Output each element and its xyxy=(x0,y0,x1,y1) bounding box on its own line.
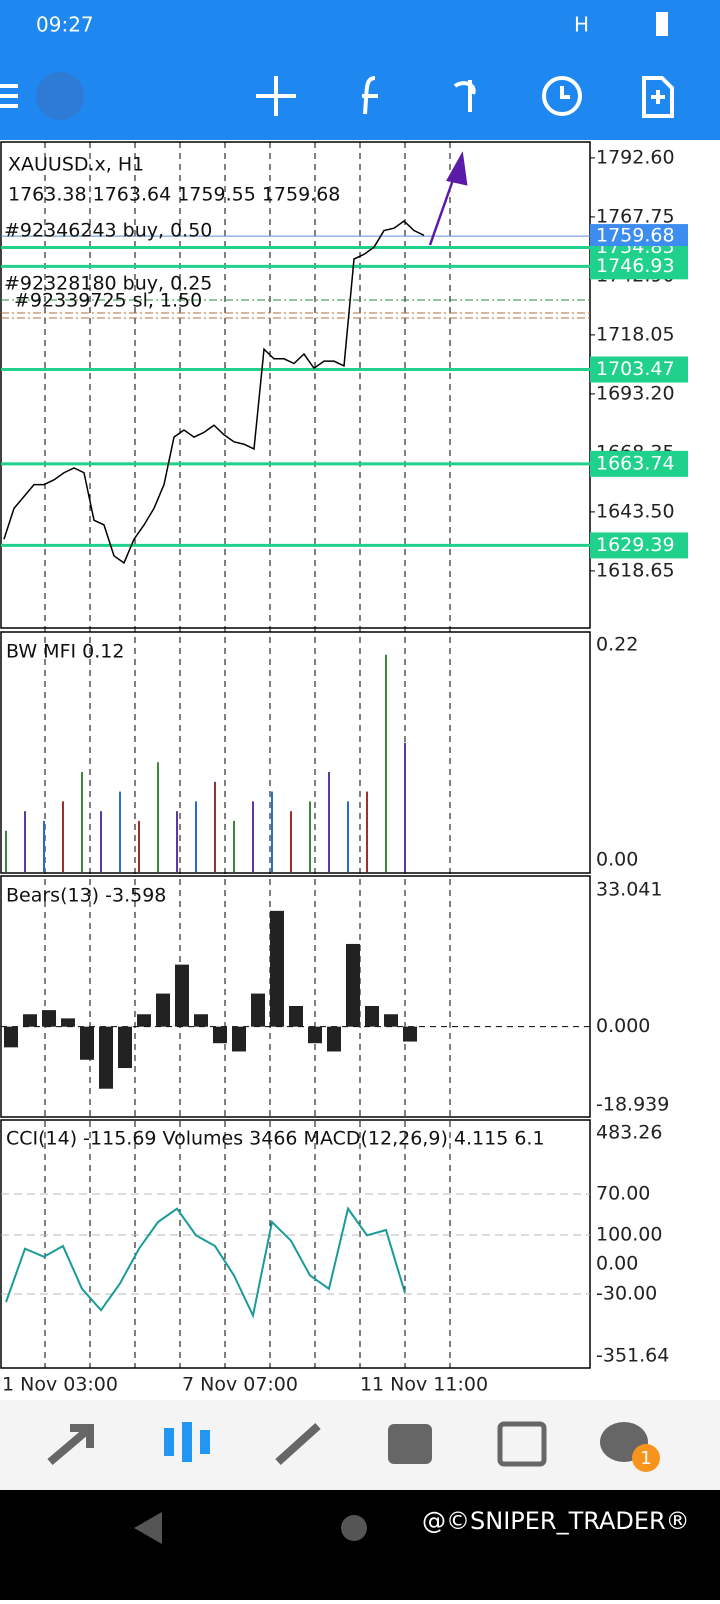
y-tick-label: 0.22 xyxy=(596,634,638,656)
timeframe-hand xyxy=(560,86,570,99)
y-tick-label: 1618.65 xyxy=(596,559,675,581)
bottom-nav xyxy=(0,1400,720,1490)
level-label: 1746.93 xyxy=(596,255,675,277)
bears-bar xyxy=(175,964,189,1027)
bears-label: Bears(13) -3.598 xyxy=(6,885,166,907)
pane xyxy=(0,1119,591,1369)
arrow xyxy=(428,151,468,246)
templates[interactable] xyxy=(642,76,674,118)
level-label: 1629.39 xyxy=(596,534,675,556)
symbol: XAUUSD.x, H1 xyxy=(8,154,144,176)
bears-bar xyxy=(308,1026,322,1044)
bears-bar xyxy=(365,1005,379,1027)
bears-bar xyxy=(99,1026,113,1089)
nav-chart-2 xyxy=(182,1422,192,1462)
y-tick-label: 0.00 xyxy=(596,1253,638,1275)
nav-news[interactable] xyxy=(497,1421,547,1467)
nav-chart[interactable] xyxy=(164,1428,174,1456)
bears-bar xyxy=(213,1026,227,1044)
bears-bar xyxy=(4,1026,18,1048)
bears-bar xyxy=(80,1026,94,1060)
nav-icons: 1 xyxy=(47,1421,660,1472)
level-box xyxy=(590,356,688,383)
bears-bar xyxy=(251,993,265,1027)
indicators[interactable] xyxy=(362,76,378,115)
y-tick-label: 70.00 xyxy=(596,1183,650,1205)
x-tick-label: 1 Nov 03:00 xyxy=(2,1374,118,1396)
y-tick-label: -351.64 xyxy=(596,1345,669,1367)
level-box xyxy=(590,532,688,559)
pane xyxy=(0,631,591,874)
y-tick-label: 1718.05 xyxy=(596,323,675,345)
back[interactable] xyxy=(134,1512,162,1544)
network: H xyxy=(574,13,589,37)
chart: 1792.601767.751742.901718.051693.201668.… xyxy=(0,141,688,1396)
order-label: #92346243 buy, 0.50 xyxy=(4,220,212,242)
bears-bar xyxy=(327,1026,341,1052)
bears-bar xyxy=(403,1026,417,1042)
logo[interactable] xyxy=(36,72,84,120)
crosshair[interactable] xyxy=(256,76,296,116)
watermark: @©SNIPER_TRADER® xyxy=(422,1507,690,1535)
header xyxy=(0,0,720,140)
badge xyxy=(632,1444,660,1472)
bears-bar xyxy=(137,1014,151,1027)
bears-bar xyxy=(232,1026,246,1052)
current-price-box xyxy=(590,224,688,247)
y-tick-label: 1767.75 xyxy=(596,205,675,227)
y-tick-label: 0.000 xyxy=(596,1015,650,1037)
bears-bar xyxy=(384,1014,398,1027)
battery xyxy=(656,12,668,36)
y-tick-label: 100.00 xyxy=(596,1224,662,1246)
nav-quotes[interactable] xyxy=(47,1424,94,1466)
nav-trade[interactable] xyxy=(275,1423,321,1465)
x-tick-label: 7 Nov 07:00 xyxy=(182,1374,298,1396)
current-price: 1759.68 xyxy=(596,225,675,247)
menu[interactable] xyxy=(0,84,18,108)
system-nav xyxy=(0,1490,720,1600)
nav-chart-3 xyxy=(200,1430,210,1454)
y-tick-label: 0.00 xyxy=(596,849,638,871)
y-tick-label: 1643.50 xyxy=(596,500,675,522)
level-label: 1663.74 xyxy=(596,452,675,474)
level-label: 1703.47 xyxy=(596,358,675,380)
pane xyxy=(0,141,591,629)
bears-bar xyxy=(346,943,360,1027)
bears-bar xyxy=(156,993,170,1027)
cci-label: CCI(14) -115.69 Volumes 3466 MACD(12,26,… xyxy=(6,1128,545,1150)
trade[interactable] xyxy=(453,80,476,112)
bears-bar xyxy=(118,1026,132,1069)
cci-line xyxy=(5,1206,406,1319)
pane xyxy=(0,875,591,1118)
order-label: #92328180 buy, 0.25 xyxy=(4,273,212,295)
bears-bar xyxy=(42,1010,56,1027)
y-tick-label: -30.00 xyxy=(596,1283,657,1305)
badge-count: 1 xyxy=(640,1448,651,1469)
clock: 09:27 xyxy=(36,13,94,37)
ohlc: 1763.38 1763.64 1759.55 1759.68 xyxy=(8,184,340,206)
bears-bar xyxy=(270,910,284,1027)
x-tick-label: 11 Nov 11:00 xyxy=(360,1374,488,1396)
nav-history[interactable] xyxy=(388,1424,432,1464)
y-tick-label: 1792.60 xyxy=(596,146,675,168)
y-tick-label: -18.939 xyxy=(596,1094,669,1116)
bears-bar xyxy=(61,1018,75,1027)
level-box xyxy=(590,253,688,280)
mfi-label: BW MFI 0.12 xyxy=(6,641,124,663)
timeframe[interactable] xyxy=(542,76,582,116)
bears-bar xyxy=(194,1014,208,1027)
bears-bar xyxy=(289,1005,303,1027)
home[interactable] xyxy=(341,1515,367,1541)
toolbar xyxy=(0,72,674,120)
order-label: #92339725 sl, 1.50 xyxy=(14,290,202,312)
y-tick-label: 33.041 xyxy=(596,879,662,901)
level-box xyxy=(590,450,688,477)
price-line xyxy=(3,220,425,565)
y-tick-label: 483.26 xyxy=(596,1122,662,1144)
y-tick-label: 1693.20 xyxy=(596,382,675,404)
bears-bar xyxy=(23,1014,37,1027)
